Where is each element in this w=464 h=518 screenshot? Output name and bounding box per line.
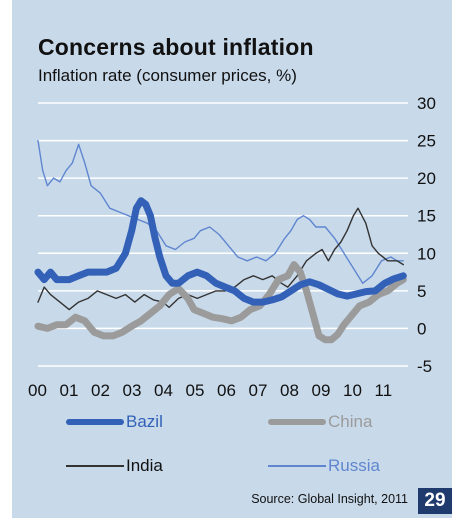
x-tick-label: 11 xyxy=(375,381,393,400)
legend-label-brazil: Bazil xyxy=(126,412,163,431)
y-tick-label: 20 xyxy=(417,169,436,188)
y-tick-label: -5 xyxy=(417,357,432,376)
series-line-india xyxy=(37,207,404,311)
x-tick-label: 05 xyxy=(186,381,205,400)
chart-subtitle: Inflation rate (consumer prices, %) xyxy=(38,66,297,85)
series-line-china xyxy=(34,261,407,344)
y-tick-label: 25 xyxy=(417,132,436,151)
x-axis-ticks: 00 01 02 03 04 05 06 07 08 09 10 11 xyxy=(28,381,392,400)
y-tick-label: 30 xyxy=(417,94,436,113)
x-tick-label: 00 xyxy=(28,381,47,400)
legend-label-india: India xyxy=(126,456,163,475)
x-tick-label: 01 xyxy=(60,381,79,400)
legend-swatch-brazil xyxy=(66,419,124,425)
x-tick-label: 04 xyxy=(154,381,173,400)
legend-label-china: China xyxy=(328,412,373,431)
x-tick-label: 10 xyxy=(343,381,362,400)
y-tick-label: 0 xyxy=(417,319,426,338)
inflation-line-chart: 30 25 20 15 10 5 0 -5 00 01 02 03 04 05 06 07 08 09 10 11 xyxy=(28,94,436,400)
legend-swatch-russia xyxy=(268,465,326,467)
y-tick-label: 5 xyxy=(417,282,426,301)
legend-swatch-china xyxy=(268,419,326,425)
series-line-russia xyxy=(37,139,404,284)
x-tick-label: 03 xyxy=(123,381,142,400)
y-tick-label: 10 xyxy=(417,244,436,263)
series-lines xyxy=(34,139,407,344)
series-line-brazil xyxy=(34,197,407,306)
y-axis-ticks: 30 25 20 15 10 5 0 -5 xyxy=(417,94,436,376)
y-tick-label: 15 xyxy=(417,207,436,226)
x-tick-label: 06 xyxy=(217,381,236,400)
page-number-badge: 29 xyxy=(418,488,452,514)
x-tick-label: 07 xyxy=(249,381,268,400)
source-note: Source: Global Insight, 2011 xyxy=(251,492,408,506)
chart-title: Concerns about inflation xyxy=(38,34,314,60)
legend-label-russia: Russia xyxy=(328,456,380,475)
x-tick-label: 02 xyxy=(91,381,110,400)
x-tick-label: 09 xyxy=(312,381,331,400)
chart-panel: 30 25 20 15 10 5 0 -5 00 01 02 03 04 05 06 07 08 09 10 11 … xyxy=(12,0,452,518)
legend-swatch-india xyxy=(66,465,124,467)
x-tick-label: 08 xyxy=(280,381,299,400)
